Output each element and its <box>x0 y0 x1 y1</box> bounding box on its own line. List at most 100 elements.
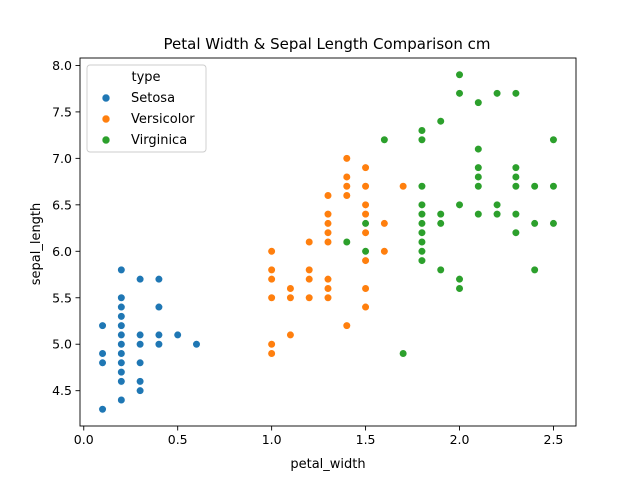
data-point-versicolor <box>361 210 370 219</box>
y-tick-label: 4.5 <box>52 383 72 398</box>
data-point-versicolor <box>323 191 333 200</box>
data-point-versicolor <box>342 182 351 191</box>
y-tick-label: 6.5 <box>52 197 72 212</box>
y-tick-label: 7.5 <box>52 104 72 119</box>
data-point-virginica <box>549 135 558 144</box>
legend-marker-versicolor <box>101 114 111 124</box>
data-point-versicolor <box>361 284 370 293</box>
data-point-setosa <box>154 340 164 349</box>
y-tick-label: 8.0 <box>52 58 72 73</box>
data-point-setosa <box>136 386 145 395</box>
data-point-virginica <box>417 228 427 237</box>
data-point-versicolor <box>380 219 389 228</box>
data-point-versicolor <box>305 265 314 274</box>
data-point-virginica <box>549 182 558 191</box>
data-point-versicolor <box>267 265 276 274</box>
data-point-versicolor <box>342 191 351 200</box>
data-point-setosa <box>154 275 164 284</box>
data-point-virginica <box>511 172 520 182</box>
data-point-versicolor <box>361 256 370 265</box>
x-tick-label: 1.0 <box>262 432 282 447</box>
data-point-setosa <box>117 312 126 321</box>
data-point-virginica <box>492 89 502 98</box>
data-point-virginica <box>492 210 502 219</box>
data-point-setosa <box>117 349 126 358</box>
chart-title: Petal Width & Sepal Length Comparison cm <box>164 35 491 53</box>
legend-marker-virginica <box>101 135 111 145</box>
data-point-versicolor <box>267 275 276 284</box>
data-point-versicolor <box>267 340 276 349</box>
y-tick-label: 6.0 <box>52 244 72 259</box>
data-point-virginica <box>474 182 483 191</box>
y-tick-label: 5.5 <box>52 290 72 305</box>
legend-title: type <box>131 70 160 85</box>
data-point-versicolor <box>323 275 333 284</box>
legend-label-versicolor: Versicolor <box>131 112 195 127</box>
data-point-virginica <box>511 210 520 219</box>
x-axis: 0.0 0.5 1.0 1.5 2.0 2.5 <box>74 426 564 447</box>
data-point-versicolor <box>342 321 351 330</box>
legend-marker-setosa <box>101 93 111 103</box>
data-point-virginica <box>511 182 520 191</box>
data-point-virginica <box>474 210 483 219</box>
data-point-setosa <box>117 377 126 386</box>
data-point-setosa <box>117 358 126 367</box>
data-point-versicolor <box>267 247 276 256</box>
data-point-virginica <box>417 135 427 144</box>
data-point-versicolor <box>286 284 295 293</box>
data-point-versicolor <box>380 247 389 256</box>
data-point-virginica <box>380 135 389 144</box>
data-point-virginica <box>436 210 445 219</box>
data-point-virginica <box>511 163 520 172</box>
data-point-setosa <box>117 340 126 349</box>
x-axis-label: petal_width <box>290 457 365 472</box>
y-axis-label: sepal_length <box>29 203 44 286</box>
data-point-setosa <box>117 265 126 274</box>
legend: type Setosa Versicolor Virginica <box>86 64 207 153</box>
data-point-setosa <box>192 340 201 349</box>
data-point-versicolor <box>305 237 314 247</box>
data-point-virginica <box>474 163 483 172</box>
data-point-versicolor <box>342 172 351 182</box>
data-point-setosa <box>117 321 126 330</box>
x-tick-label: 0.5 <box>168 432 188 447</box>
data-point-versicolor <box>361 200 370 209</box>
data-point-versicolor <box>286 330 295 340</box>
x-tick-label: 2.5 <box>544 432 564 447</box>
legend-box <box>86 64 207 153</box>
data-point-virginica <box>474 172 483 182</box>
data-point-virginica <box>455 89 464 98</box>
data-point-virginica <box>511 228 520 237</box>
data-point-virginica <box>549 219 558 228</box>
data-point-versicolor <box>323 210 333 219</box>
data-point-versicolor <box>342 154 351 163</box>
plot-points <box>98 70 558 414</box>
data-point-versicolor <box>323 237 333 247</box>
data-point-virginica <box>342 237 351 247</box>
data-point-versicolor <box>323 219 333 228</box>
data-point-setosa <box>117 302 126 312</box>
data-point-virginica <box>417 237 427 247</box>
data-point-virginica <box>530 182 539 191</box>
y-axis: 4.5 5.0 5.5 6.0 6.5 7.0 7.5 8.0 <box>52 58 80 398</box>
data-point-virginica <box>436 219 445 228</box>
data-point-setosa <box>154 302 164 312</box>
data-point-setosa <box>173 330 182 340</box>
data-point-versicolor <box>361 228 370 237</box>
x-tick-label: 0.0 <box>74 432 94 447</box>
data-point-setosa <box>136 275 145 284</box>
data-point-setosa <box>98 321 107 330</box>
data-point-setosa <box>154 330 164 340</box>
legend-label-virginica: Virginica <box>131 133 187 148</box>
x-tick-label: 1.5 <box>356 432 376 447</box>
y-tick-label: 7.0 <box>52 151 72 166</box>
data-point-versicolor <box>305 293 314 302</box>
data-point-versicolor <box>399 182 408 191</box>
plot-frame <box>79 57 577 427</box>
data-point-versicolor <box>323 228 333 237</box>
data-point-virginica <box>417 210 427 219</box>
data-point-virginica <box>530 219 539 228</box>
data-point-virginica <box>455 275 464 284</box>
data-point-setosa <box>117 330 126 340</box>
